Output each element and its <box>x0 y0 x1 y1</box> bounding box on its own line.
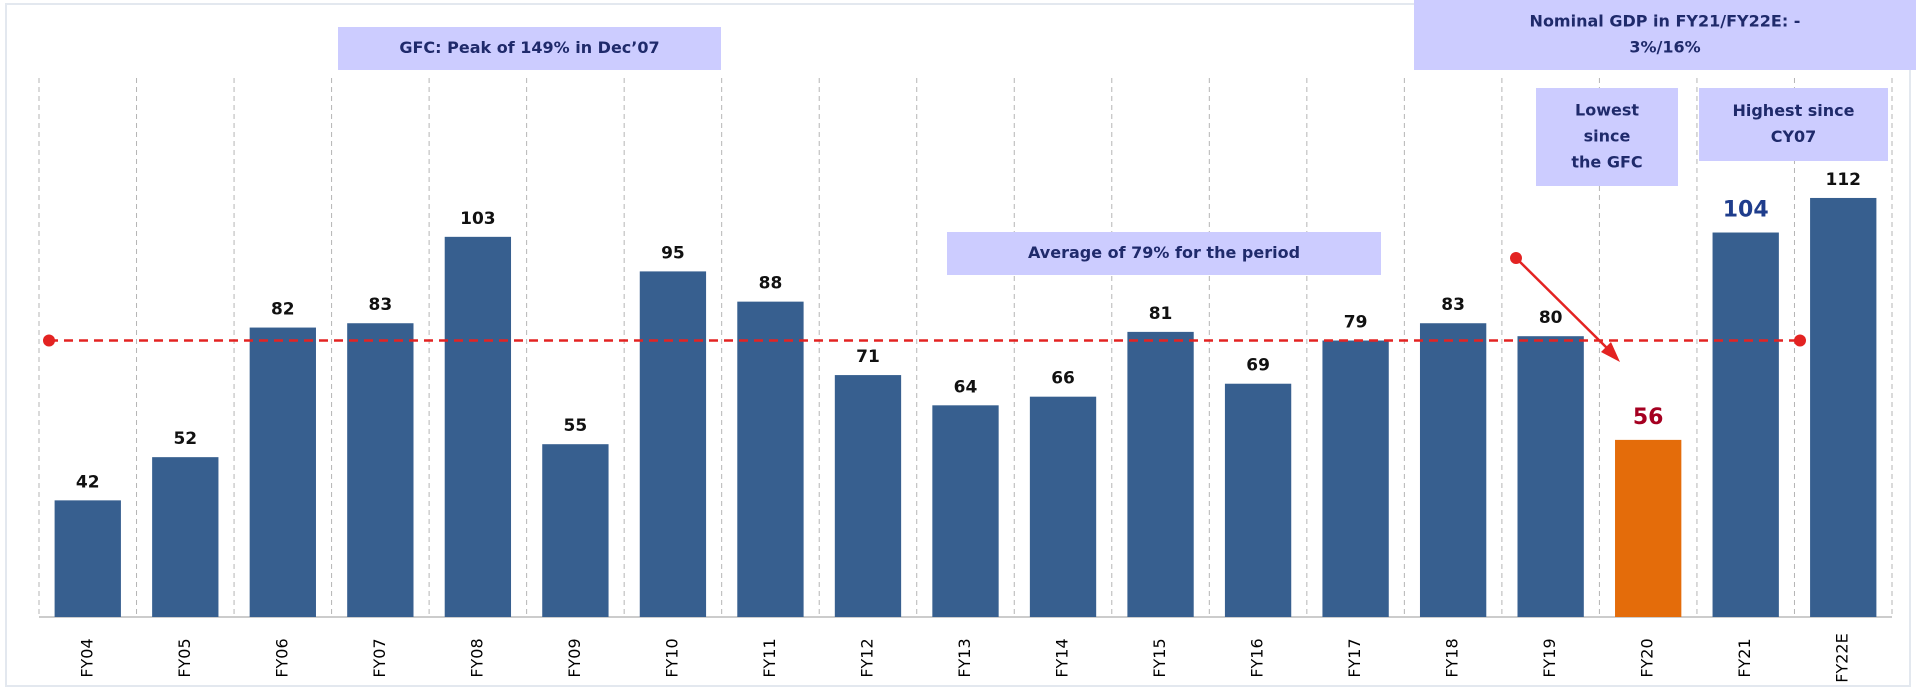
value-label: 83 <box>1441 295 1465 315</box>
frame <box>5 3 1911 687</box>
bar <box>1127 331 1194 617</box>
bar <box>1615 439 1682 617</box>
bar <box>54 500 121 617</box>
x-tick-label: FY20 <box>1638 638 1657 677</box>
x-tick-label: FY19 <box>1540 638 1559 677</box>
value-label: 56 <box>1633 405 1664 430</box>
x-tick-label: FY05 <box>175 638 194 677</box>
annotation-text: GFC: Peak of 149% in Dec’07 <box>399 38 659 57</box>
x-tick-label: FY08 <box>467 638 486 677</box>
value-label: 79 <box>1344 313 1368 333</box>
x-tick-label: FY13 <box>955 638 974 677</box>
bar <box>347 323 414 617</box>
value-label: 82 <box>271 300 295 320</box>
x-tick-label: FY14 <box>1053 638 1072 677</box>
value-label: 83 <box>369 295 393 315</box>
bar <box>1322 340 1389 617</box>
x-tick-label: FY11 <box>760 638 779 677</box>
value-label: 103 <box>460 209 496 229</box>
value-label: 69 <box>1246 356 1270 376</box>
annotation-box <box>947 232 1381 275</box>
annotation-text: Average of 79% for the period <box>1028 243 1300 262</box>
arrow <box>1515 257 1613 354</box>
x-tick-label: FY07 <box>370 638 389 677</box>
bar <box>1517 336 1584 617</box>
x-tick-label: FY15 <box>1150 638 1169 677</box>
annotation-box <box>1536 88 1678 186</box>
value-label: 88 <box>759 274 783 294</box>
annotation-text: since <box>1584 127 1631 146</box>
value-label: 112 <box>1825 170 1861 190</box>
annotation-text: Nominal GDP in FY21/FY22E: - <box>1530 12 1801 31</box>
bar <box>1712 232 1779 617</box>
arrow-head <box>1601 342 1620 362</box>
value-label: 42 <box>76 472 100 492</box>
annotation-text: the GFC <box>1571 153 1642 172</box>
value-label: 52 <box>173 429 197 449</box>
bar <box>1224 383 1292 617</box>
bar <box>1810 197 1877 617</box>
value-label: 95 <box>661 243 685 263</box>
x-tick-label: FY04 <box>77 638 96 677</box>
annotation-text: Lowest <box>1575 101 1639 120</box>
annotation-box <box>338 27 721 70</box>
bar <box>1419 323 1487 617</box>
x-tick-label: FY16 <box>1248 638 1267 677</box>
average-dot <box>43 334 55 347</box>
bar <box>639 271 707 617</box>
average-dot <box>1794 334 1806 347</box>
x-tick-label: FY10 <box>662 638 681 677</box>
annotation-text: 3%/16% <box>1629 38 1700 57</box>
annotation-text: Highest since <box>1732 101 1854 120</box>
annotation-box <box>1699 88 1888 161</box>
x-tick-label: FY18 <box>1443 638 1462 677</box>
bar <box>1029 396 1097 617</box>
bar <box>542 444 609 617</box>
x-tick-label: FY22E <box>1833 633 1852 682</box>
annotation-box <box>1414 0 1916 70</box>
x-tick-label: FY09 <box>565 638 584 677</box>
bar <box>737 301 804 617</box>
bar <box>834 375 902 617</box>
x-tick-label: FY06 <box>272 638 291 677</box>
bar <box>444 236 512 617</box>
x-tick-label: FY17 <box>1345 638 1364 677</box>
value-label: 81 <box>1149 304 1173 324</box>
value-label: 71 <box>856 347 880 367</box>
x-tick-label: FY12 <box>857 638 876 677</box>
bar <box>152 457 219 617</box>
bar <box>249 327 316 617</box>
x-tick-label: FY21 <box>1735 638 1754 677</box>
value-label: 66 <box>1051 369 1075 389</box>
value-label: 64 <box>954 377 978 397</box>
annotation-text: CY07 <box>1771 127 1817 146</box>
value-label: 55 <box>564 416 588 436</box>
bar <box>932 405 999 617</box>
value-label: 104 <box>1723 198 1769 223</box>
value-label: 80 <box>1539 308 1563 328</box>
